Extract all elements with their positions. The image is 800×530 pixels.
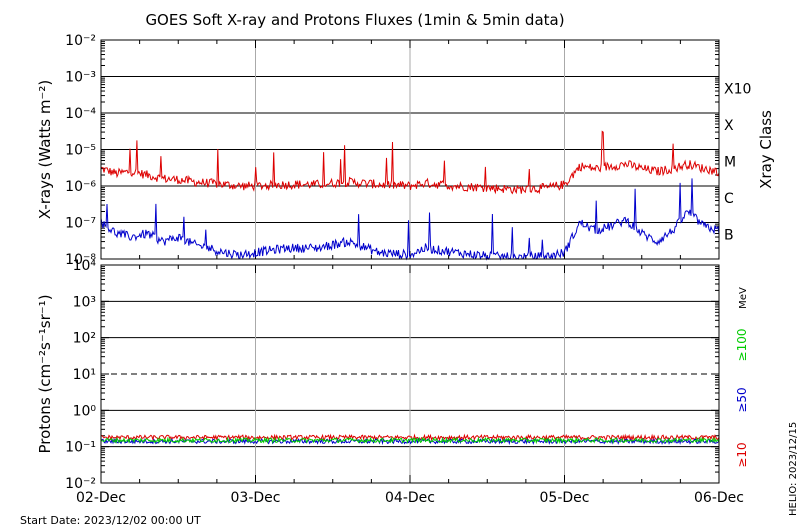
y-tick-label: 10⁻² [65, 33, 96, 49]
x-tick-label: 04-Dec [385, 490, 435, 506]
y-tick-label: 10⁻¹ [65, 440, 96, 456]
helio-stamp: HELIO: 2023/12/15 [788, 422, 799, 516]
xray-class-label: B [724, 228, 734, 244]
series-line [100, 436, 720, 445]
x-tick-label: 05-Dec [540, 490, 590, 506]
series-line [100, 130, 720, 195]
y-tick-label: 10⁻⁶ [65, 179, 96, 195]
y-tick-label: 10¹ [73, 367, 96, 383]
xray-panel: 10⁻² 10⁻³ 10⁻⁴ 10⁻⁵ 10⁻⁶ 10⁻⁷ 10⁻⁸ X-rays (Watt… [36, 33, 775, 268]
y-tick-label: 10⁻³ [65, 70, 96, 86]
energy-legend-label: ≥50 [735, 387, 749, 412]
y-tick-label: 10³ [73, 294, 96, 310]
chart-title: GOES Soft X-ray and Protons Fluxes (1min… [145, 11, 564, 29]
proton-y-label: Protons (cm⁻²s⁻¹sr⁻¹) [36, 294, 54, 453]
energy-legend-label: ≥100 [735, 329, 749, 362]
y-tick-label: 10² [73, 331, 96, 347]
xray-class-label: C [724, 191, 734, 207]
y-tick-label: 10⁻⁵ [65, 143, 96, 159]
y-tick-label: 10⁻⁷ [65, 216, 96, 232]
xray-y-label: X-rays (Watts m⁻²) [36, 80, 54, 219]
plot-frame [100, 39, 720, 260]
x-tick-label: 03-Dec [231, 490, 281, 506]
energy-legend-label: ≥10 [735, 442, 749, 467]
series-line [100, 178, 720, 261]
xray-class-label: X10 [724, 82, 751, 98]
start-date: Start Date: 2023/12/02 00:00 UT [20, 514, 201, 527]
y-tick-label: 10⁻⁸ [65, 252, 96, 268]
xray-class-title: Xray Class [757, 110, 775, 189]
x-tick-label: 02-Dec [76, 490, 126, 506]
y-tick-label: 10⁴ [73, 258, 97, 274]
series-line [100, 437, 720, 446]
xray-class-label: X [724, 118, 734, 134]
proton-panel: 10⁴ 10³ 10² 10¹ 10⁰ 10⁻¹ 10⁻²02-Dec 03-Dec 04-De… [36, 258, 749, 506]
energy-unit: MeV [738, 287, 749, 309]
y-tick-label: 10⁻⁴ [65, 106, 96, 122]
xray-class-label: M [724, 155, 736, 171]
x-tick-label: 06-Dec [694, 490, 744, 506]
plot-frame [100, 264, 720, 484]
y-tick-label: 10⁻² [65, 476, 96, 492]
y-tick-label: 10⁰ [73, 403, 97, 419]
